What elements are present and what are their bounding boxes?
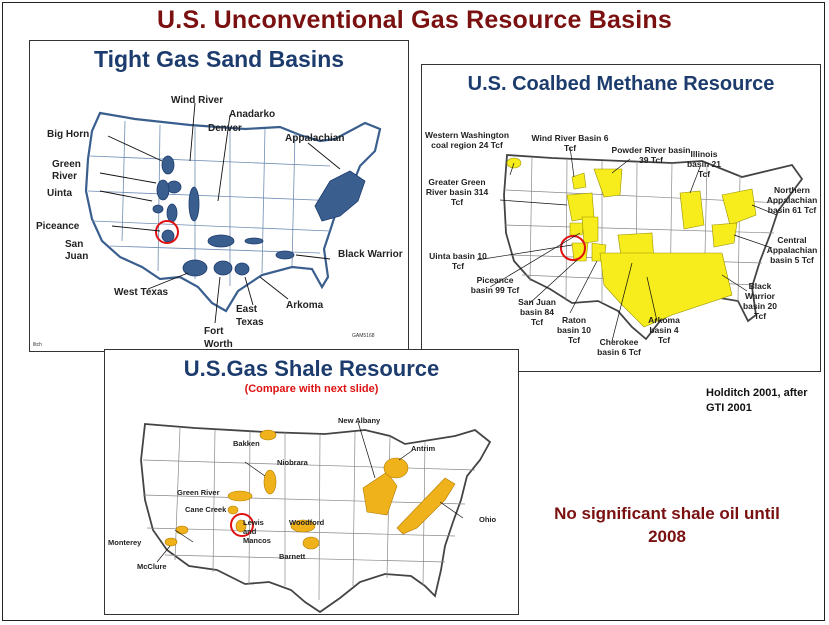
piceance-highlight-circle	[155, 220, 179, 244]
shale-green-river	[227, 490, 253, 502]
label-anadarko: Anadarko	[229, 109, 276, 120]
basin-anadarko	[207, 234, 235, 248]
label-monterey: Monterey	[108, 538, 142, 547]
label-denver: Denver	[208, 123, 242, 134]
label-raton-basin: Raton basin 10 Tcf	[556, 315, 592, 345]
basin-appalachian	[314, 170, 366, 222]
shale-lewis-mancos	[235, 519, 247, 533]
label-san-juan-basin: San Juan basin 84 Tcf	[518, 297, 556, 327]
coal-powder-river	[593, 168, 623, 198]
basin-piceance	[166, 203, 178, 223]
basin-black-warrior	[275, 250, 295, 260]
label-appalachian: Appalachian	[285, 133, 345, 144]
shale-panel: U.S.Gas Shale Resource (Compare with nex…	[104, 349, 519, 615]
label-uinta: Uinta	[47, 188, 72, 199]
label-powder-river: Powder River basin 39 Tcf	[611, 145, 691, 165]
shale-cane-creek	[227, 505, 239, 515]
label-western-washington: Western Washington coal region 24 Tcf	[424, 130, 510, 150]
label-new-albany: New Albany	[338, 416, 381, 425]
shale-title: U.S.Gas Shale Resource	[183, 356, 440, 381]
label-fort-worth: Fort Worth	[204, 326, 233, 350]
basin-denver	[188, 186, 200, 222]
label-northern-appalachian: Northern Appalachian basin 61 Tcf	[766, 185, 818, 215]
label-west-texas: West Texas	[114, 287, 169, 298]
coal-illinois	[679, 190, 705, 230]
tight-gas-title: Tight Gas Sand Basins	[93, 46, 345, 72]
basin-fort-worth	[213, 260, 233, 276]
shale-bakken	[259, 429, 277, 441]
label-cherokee-basin: Cherokee basin 6 Tcf	[597, 337, 641, 357]
label-green-river: Green River	[52, 159, 81, 182]
label-big-horn: Big Horn	[47, 129, 90, 140]
shale-mcclure	[164, 537, 178, 547]
label-mcclure: McClure	[137, 562, 167, 571]
basin-arkoma	[244, 237, 264, 245]
label-piceance-basin: Piceance basin 99 Tcf	[470, 275, 520, 295]
coalbed-panel: U.S. Coalbed Methane Resource	[421, 64, 821, 372]
label-arkoma-basin: Arkoma basin 4 Tcf	[648, 315, 680, 345]
basin-east-texas	[234, 262, 250, 276]
shale-ohio	[396, 477, 456, 535]
label-cane-creek: Cane Creek	[185, 505, 227, 514]
label-woodford: Woodford	[289, 518, 325, 527]
label-uinta-basin: Uinta basin 10 Tcf	[429, 251, 487, 271]
label-illinois: Illinois basin 21 Tcf	[686, 149, 722, 179]
coal-uinta	[569, 222, 585, 236]
label-lewis-mancos: Lewis and Mancos	[243, 518, 271, 545]
shale-antrim	[383, 457, 409, 479]
label-ohio: Ohio	[479, 515, 497, 524]
label-black-warrior-basin: Black Warrior basin 20 Tcf	[742, 281, 778, 321]
label-greater-green-river: Greater Green River basin 314 Tcf	[425, 177, 489, 207]
basin-west-texas	[182, 259, 208, 277]
coal-wind-river	[571, 172, 587, 190]
label-green-river-shale: Green River	[177, 488, 220, 497]
tight-gas-panel: Tight Gas Sand Basins	[29, 40, 409, 352]
tight-gas-corner-code: lltch	[33, 342, 42, 348]
label-piceance: Piceance	[36, 221, 80, 232]
basin-uinta	[152, 204, 164, 214]
label-bakken: Bakken	[233, 439, 260, 448]
label-barnett: Barnett	[279, 552, 306, 561]
callout-text: No significant shale oil until 2008	[554, 504, 780, 546]
san-juan-highlight-circle	[560, 235, 586, 261]
coal-central-appalachian	[711, 222, 738, 248]
label-east-texas: East Texas	[236, 304, 264, 328]
label-san-juan: San Juan	[65, 239, 89, 262]
label-black-warrior: Black Warrior	[338, 249, 403, 260]
shale-subtitle: (Compare with next slide)	[244, 383, 379, 395]
shale-map	[140, 421, 492, 614]
basin-green-river	[156, 179, 170, 201]
shale-new-albany	[362, 471, 398, 516]
coal-black-warrior	[599, 252, 733, 328]
lewis-mancos-highlight-circle	[230, 513, 254, 537]
tight-gas-ref-code: GAM5168	[352, 333, 375, 339]
label-central-appalachian: Central Appalachian basin 5 Tcf	[766, 235, 818, 265]
slide-title: U.S. Unconventional Gas Resource Basins	[157, 6, 672, 34]
coal-northern-appalachian	[721, 188, 757, 226]
coalbed-title: U.S. Coalbed Methane Resource	[467, 73, 775, 95]
label-arkoma: Arkoma	[286, 300, 324, 311]
label-wind-river: Wind River	[171, 95, 224, 106]
shale-barnett	[302, 536, 320, 550]
label-antrim: Antrim	[411, 444, 436, 453]
citation-text: Holditch 2001, after GTI 2001	[706, 387, 808, 414]
basin-san-juan	[161, 229, 175, 243]
shale-monterey	[175, 525, 189, 535]
basin-big-horn	[161, 155, 175, 175]
coalbed-map	[476, 146, 804, 342]
shale-woodford	[290, 519, 316, 533]
coal-piceance	[581, 216, 599, 244]
tight-gas-map	[84, 102, 382, 324]
label-niobrara: Niobrara	[277, 458, 308, 467]
shale-niobrara	[263, 469, 277, 495]
label-wind-river-basin: Wind River Basin 6 Tcf	[531, 133, 609, 153]
